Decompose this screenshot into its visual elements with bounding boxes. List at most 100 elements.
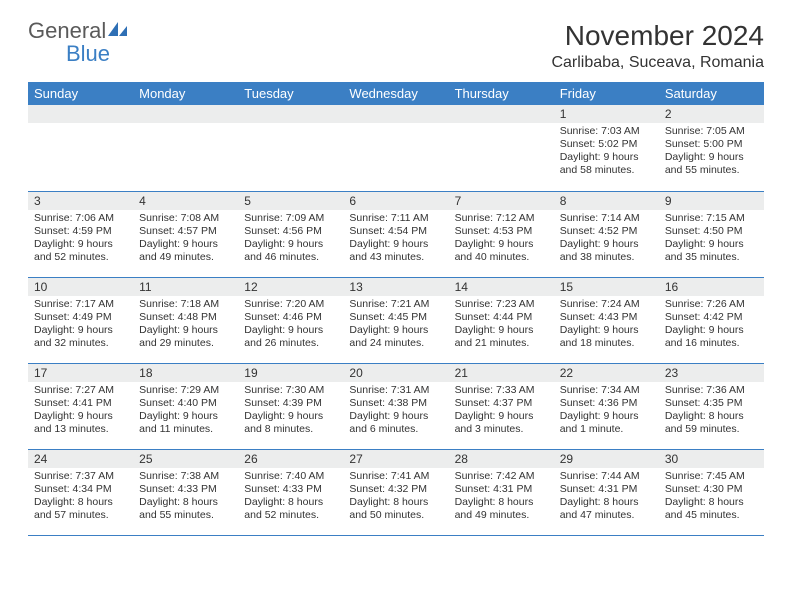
day-details: Sunrise: 7:03 AMSunset: 5:02 PMDaylight:… — [554, 123, 659, 182]
daylight-text: Daylight: 8 hours and 57 minutes. — [34, 496, 127, 522]
day-number: 7 — [449, 192, 554, 210]
calendar-day-cell: 21Sunrise: 7:33 AMSunset: 4:37 PMDayligh… — [449, 363, 554, 449]
sunset-text: Sunset: 4:48 PM — [139, 311, 232, 324]
calendar-week-row: 17Sunrise: 7:27 AMSunset: 4:41 PMDayligh… — [28, 363, 764, 449]
daylight-text: Daylight: 9 hours and 40 minutes. — [455, 238, 548, 264]
calendar-day-cell: 22Sunrise: 7:34 AMSunset: 4:36 PMDayligh… — [554, 363, 659, 449]
day-number: 27 — [343, 450, 448, 468]
day-details: Sunrise: 7:27 AMSunset: 4:41 PMDaylight:… — [28, 382, 133, 441]
daylight-text: Daylight: 9 hours and 46 minutes. — [244, 238, 337, 264]
sunrise-text: Sunrise: 7:03 AM — [560, 125, 653, 138]
day-details: Sunrise: 7:12 AMSunset: 4:53 PMDaylight:… — [449, 210, 554, 269]
day-details: Sunrise: 7:11 AMSunset: 4:54 PMDaylight:… — [343, 210, 448, 269]
weekday-header: Saturday — [659, 82, 764, 105]
calendar-day-cell: 3Sunrise: 7:06 AMSunset: 4:59 PMDaylight… — [28, 191, 133, 277]
weekday-header: Friday — [554, 82, 659, 105]
sunset-text: Sunset: 4:41 PM — [34, 397, 127, 410]
daylight-text: Daylight: 8 hours and 52 minutes. — [244, 496, 337, 522]
calendar-day-cell: 5Sunrise: 7:09 AMSunset: 4:56 PMDaylight… — [238, 191, 343, 277]
day-details: Sunrise: 7:33 AMSunset: 4:37 PMDaylight:… — [449, 382, 554, 441]
daylight-text: Daylight: 8 hours and 49 minutes. — [455, 496, 548, 522]
calendar-table: Sunday Monday Tuesday Wednesday Thursday… — [28, 82, 764, 536]
day-details: Sunrise: 7:05 AMSunset: 5:00 PMDaylight:… — [659, 123, 764, 182]
day-number: 29 — [554, 450, 659, 468]
day-number: 3 — [28, 192, 133, 210]
day-details: Sunrise: 7:09 AMSunset: 4:56 PMDaylight:… — [238, 210, 343, 269]
sunset-text: Sunset: 4:40 PM — [139, 397, 232, 410]
calendar-day-cell — [28, 105, 133, 191]
sunset-text: Sunset: 4:42 PM — [665, 311, 758, 324]
sunrise-text: Sunrise: 7:26 AM — [665, 298, 758, 311]
calendar-day-cell: 12Sunrise: 7:20 AMSunset: 4:46 PMDayligh… — [238, 277, 343, 363]
daylight-text: Daylight: 8 hours and 50 minutes. — [349, 496, 442, 522]
day-number: 10 — [28, 278, 133, 296]
daylight-text: Daylight: 9 hours and 24 minutes. — [349, 324, 442, 350]
calendar-day-cell: 29Sunrise: 7:44 AMSunset: 4:31 PMDayligh… — [554, 449, 659, 535]
day-number: 28 — [449, 450, 554, 468]
day-details: Sunrise: 7:29 AMSunset: 4:40 PMDaylight:… — [133, 382, 238, 441]
sunrise-text: Sunrise: 7:29 AM — [139, 384, 232, 397]
day-number: 12 — [238, 278, 343, 296]
daylight-text: Daylight: 9 hours and 43 minutes. — [349, 238, 442, 264]
sunrise-text: Sunrise: 7:09 AM — [244, 212, 337, 225]
calendar-day-cell: 10Sunrise: 7:17 AMSunset: 4:49 PMDayligh… — [28, 277, 133, 363]
brand-logo: General Blue — [28, 20, 128, 66]
day-number — [28, 105, 133, 123]
calendar-day-cell: 30Sunrise: 7:45 AMSunset: 4:30 PMDayligh… — [659, 449, 764, 535]
sunrise-text: Sunrise: 7:34 AM — [560, 384, 653, 397]
calendar-day-cell: 1Sunrise: 7:03 AMSunset: 5:02 PMDaylight… — [554, 105, 659, 191]
sunset-text: Sunset: 4:50 PM — [665, 225, 758, 238]
daylight-text: Daylight: 9 hours and 49 minutes. — [139, 238, 232, 264]
day-number: 13 — [343, 278, 448, 296]
day-number: 4 — [133, 192, 238, 210]
sunset-text: Sunset: 4:44 PM — [455, 311, 548, 324]
day-details: Sunrise: 7:40 AMSunset: 4:33 PMDaylight:… — [238, 468, 343, 527]
sunset-text: Sunset: 4:33 PM — [139, 483, 232, 496]
day-details: Sunrise: 7:26 AMSunset: 4:42 PMDaylight:… — [659, 296, 764, 355]
sunset-text: Sunset: 4:30 PM — [665, 483, 758, 496]
day-details: Sunrise: 7:41 AMSunset: 4:32 PMDaylight:… — [343, 468, 448, 527]
daylight-text: Daylight: 9 hours and 1 minute. — [560, 410, 653, 436]
sunrise-text: Sunrise: 7:37 AM — [34, 470, 127, 483]
sunrise-text: Sunrise: 7:18 AM — [139, 298, 232, 311]
sunrise-text: Sunrise: 7:12 AM — [455, 212, 548, 225]
daylight-text: Daylight: 9 hours and 13 minutes. — [34, 410, 127, 436]
sunset-text: Sunset: 4:56 PM — [244, 225, 337, 238]
calendar-day-cell: 25Sunrise: 7:38 AMSunset: 4:33 PMDayligh… — [133, 449, 238, 535]
sunset-text: Sunset: 4:45 PM — [349, 311, 442, 324]
day-number: 2 — [659, 105, 764, 123]
daylight-text: Daylight: 8 hours and 45 minutes. — [665, 496, 758, 522]
day-details: Sunrise: 7:34 AMSunset: 4:36 PMDaylight:… — [554, 382, 659, 441]
calendar-day-cell: 27Sunrise: 7:41 AMSunset: 4:32 PMDayligh… — [343, 449, 448, 535]
day-details: Sunrise: 7:15 AMSunset: 4:50 PMDaylight:… — [659, 210, 764, 269]
calendar-day-cell: 6Sunrise: 7:11 AMSunset: 4:54 PMDaylight… — [343, 191, 448, 277]
daylight-text: Daylight: 9 hours and 38 minutes. — [560, 238, 653, 264]
day-details: Sunrise: 7:23 AMSunset: 4:44 PMDaylight:… — [449, 296, 554, 355]
sunrise-text: Sunrise: 7:30 AM — [244, 384, 337, 397]
day-number — [238, 105, 343, 123]
calendar-day-cell — [343, 105, 448, 191]
calendar-day-cell: 28Sunrise: 7:42 AMSunset: 4:31 PMDayligh… — [449, 449, 554, 535]
sunrise-text: Sunrise: 7:21 AM — [349, 298, 442, 311]
day-number — [343, 105, 448, 123]
title-block: November 2024 Carlibaba, Suceava, Romani… — [551, 20, 764, 72]
sunset-text: Sunset: 4:54 PM — [349, 225, 442, 238]
day-details: Sunrise: 7:24 AMSunset: 4:43 PMDaylight:… — [554, 296, 659, 355]
calendar-day-cell: 7Sunrise: 7:12 AMSunset: 4:53 PMDaylight… — [449, 191, 554, 277]
calendar-day-cell: 20Sunrise: 7:31 AMSunset: 4:38 PMDayligh… — [343, 363, 448, 449]
weekday-header: Wednesday — [343, 82, 448, 105]
sunrise-text: Sunrise: 7:42 AM — [455, 470, 548, 483]
day-number: 23 — [659, 364, 764, 382]
calendar-week-row: 1Sunrise: 7:03 AMSunset: 5:02 PMDaylight… — [28, 105, 764, 191]
day-details: Sunrise: 7:14 AMSunset: 4:52 PMDaylight:… — [554, 210, 659, 269]
calendar-day-cell: 4Sunrise: 7:08 AMSunset: 4:57 PMDaylight… — [133, 191, 238, 277]
day-details: Sunrise: 7:18 AMSunset: 4:48 PMDaylight:… — [133, 296, 238, 355]
daylight-text: Daylight: 9 hours and 8 minutes. — [244, 410, 337, 436]
sunrise-text: Sunrise: 7:31 AM — [349, 384, 442, 397]
sunrise-text: Sunrise: 7:11 AM — [349, 212, 442, 225]
weekday-header: Tuesday — [238, 82, 343, 105]
calendar-day-cell: 26Sunrise: 7:40 AMSunset: 4:33 PMDayligh… — [238, 449, 343, 535]
calendar-day-cell: 23Sunrise: 7:36 AMSunset: 4:35 PMDayligh… — [659, 363, 764, 449]
daylight-text: Daylight: 9 hours and 35 minutes. — [665, 238, 758, 264]
day-number: 11 — [133, 278, 238, 296]
